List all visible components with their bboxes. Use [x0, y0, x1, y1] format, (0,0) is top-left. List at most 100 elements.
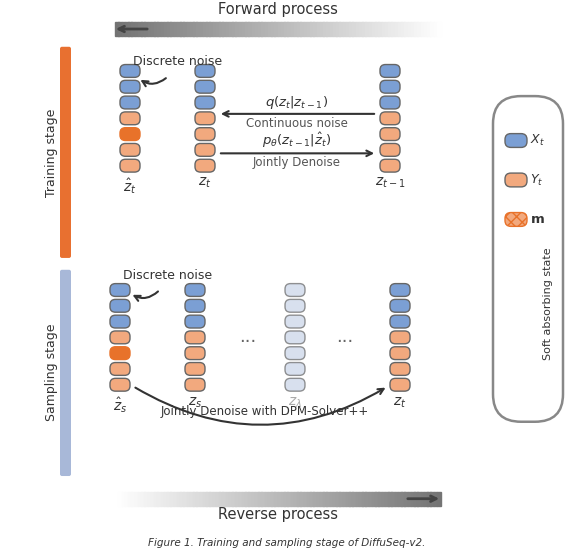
Bar — [385, 492, 389, 506]
Bar — [251, 22, 255, 36]
Bar — [173, 22, 177, 36]
Bar — [424, 492, 428, 506]
Bar — [375, 22, 379, 36]
Bar — [294, 492, 297, 506]
Bar — [365, 22, 369, 36]
FancyBboxPatch shape — [380, 96, 400, 109]
Bar — [408, 492, 411, 506]
Bar — [219, 492, 223, 506]
Bar — [421, 22, 424, 36]
Text: Training stage: Training stage — [45, 108, 59, 197]
Bar — [329, 22, 333, 36]
Bar — [281, 22, 285, 36]
Bar — [151, 22, 154, 36]
Text: ...: ... — [239, 328, 257, 346]
Bar — [313, 492, 317, 506]
Bar — [154, 492, 158, 506]
Bar — [369, 492, 373, 506]
Bar — [134, 492, 138, 506]
FancyBboxPatch shape — [110, 347, 130, 359]
Bar — [226, 22, 229, 36]
Bar — [258, 22, 262, 36]
Bar — [378, 492, 382, 506]
Bar — [122, 22, 125, 36]
Bar — [411, 492, 414, 506]
Text: ...: ... — [336, 328, 354, 346]
Bar — [404, 492, 408, 506]
Text: Sampling stage: Sampling stage — [45, 323, 59, 421]
Bar — [355, 492, 359, 506]
Bar — [290, 492, 294, 506]
Bar — [336, 22, 340, 36]
Bar — [265, 492, 268, 506]
Bar — [349, 22, 353, 36]
Bar — [232, 492, 236, 506]
FancyBboxPatch shape — [505, 213, 527, 226]
Bar — [235, 492, 239, 506]
Bar — [277, 22, 281, 36]
Bar — [297, 492, 301, 506]
Bar — [300, 492, 304, 506]
Bar — [352, 22, 356, 36]
Text: $z_s$: $z_s$ — [188, 395, 202, 410]
Bar — [255, 22, 258, 36]
Bar — [323, 22, 327, 36]
FancyBboxPatch shape — [390, 331, 410, 344]
Bar — [316, 492, 320, 506]
Bar — [210, 492, 213, 506]
FancyBboxPatch shape — [195, 160, 215, 172]
Bar — [281, 492, 285, 506]
FancyBboxPatch shape — [493, 96, 563, 422]
Bar — [320, 492, 324, 506]
Bar — [200, 22, 203, 36]
Bar — [239, 492, 242, 506]
Bar — [284, 22, 288, 36]
Bar — [267, 492, 272, 506]
Bar — [362, 492, 366, 506]
Bar — [206, 492, 210, 506]
Bar — [251, 492, 255, 506]
Bar — [242, 492, 246, 506]
FancyBboxPatch shape — [110, 299, 130, 312]
Text: $z_t$: $z_t$ — [393, 395, 407, 410]
Bar — [343, 22, 346, 36]
Bar — [388, 22, 391, 36]
Bar — [167, 492, 170, 506]
Bar — [333, 492, 336, 506]
Bar — [245, 492, 249, 506]
Bar — [313, 22, 317, 36]
Bar — [385, 22, 389, 36]
Bar — [274, 22, 278, 36]
Bar — [141, 492, 145, 506]
FancyBboxPatch shape — [185, 378, 205, 391]
Text: $p_\theta(z_{t-1}|\hat{z}_t)$: $p_\theta(z_{t-1}|\hat{z}_t)$ — [262, 131, 332, 150]
Bar — [164, 22, 168, 36]
FancyBboxPatch shape — [120, 112, 140, 125]
Bar — [245, 22, 249, 36]
Bar — [310, 492, 314, 506]
FancyBboxPatch shape — [195, 96, 215, 109]
Text: Forward process: Forward process — [218, 2, 338, 17]
Bar — [424, 22, 428, 36]
Bar — [242, 22, 246, 36]
FancyBboxPatch shape — [390, 284, 410, 296]
Bar — [180, 492, 184, 506]
FancyBboxPatch shape — [285, 315, 305, 328]
Bar — [212, 492, 216, 506]
Bar — [417, 492, 421, 506]
Bar — [284, 492, 288, 506]
Bar — [349, 492, 353, 506]
Bar — [261, 22, 265, 36]
FancyBboxPatch shape — [120, 128, 140, 141]
Bar — [304, 492, 307, 506]
Bar — [125, 22, 129, 36]
Bar — [326, 492, 330, 506]
Bar — [333, 22, 336, 36]
Bar — [388, 492, 391, 506]
FancyBboxPatch shape — [60, 47, 71, 258]
Bar — [203, 492, 207, 506]
Bar — [378, 22, 382, 36]
Bar — [437, 22, 440, 36]
Bar — [430, 492, 434, 506]
Text: $\hat{z}_s$: $\hat{z}_s$ — [113, 395, 127, 415]
